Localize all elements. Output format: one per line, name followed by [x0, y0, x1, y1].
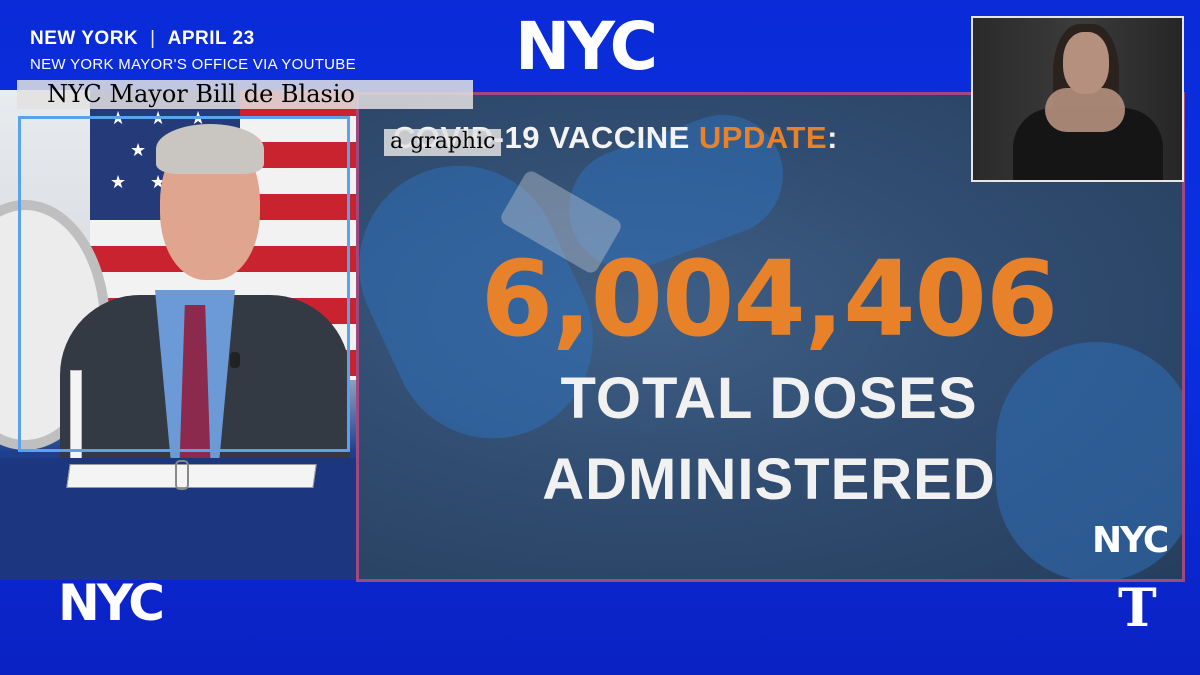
mayor-label: NYC Mayor Bill de Blasio	[17, 80, 473, 110]
mayor-bounding-box	[18, 116, 350, 452]
mayor-video-feed: ★ ★ ★ ★ ★ ★ ★	[0, 90, 358, 580]
sign-language-interpreter	[971, 16, 1184, 182]
graphic-label: a graphic	[384, 129, 502, 157]
lapel-mic	[230, 352, 240, 368]
top-caption: NEW YORK | APRIL 23 NEW YORK MAYOR'S OFF…	[30, 28, 356, 73]
graphic-title-accent: UPDATE	[698, 120, 828, 155]
nyc-logo-top: NYC	[515, 8, 658, 85]
total-doses-label: TOTAL DOSES	[560, 366, 978, 431]
caption-location: NEW YORK	[30, 28, 139, 49]
caption-separator: |	[150, 28, 156, 49]
caption-date: APRIL 23	[167, 28, 255, 49]
nyc-logo-bottom: NYC	[58, 574, 165, 632]
graphic-title-suffix: :	[827, 120, 838, 155]
caption-location-date: NEW YORK | APRIL 23	[30, 28, 356, 50]
binder	[66, 464, 317, 488]
graphic-bounding-box	[356, 92, 1185, 582]
caption-source: NEW YORK MAYOR'S OFFICE VIA YOUTUBE	[30, 56, 356, 73]
total-doses-number: 6,004,406	[480, 238, 1059, 360]
administered-label: ADMINISTERED	[542, 447, 996, 512]
binder-rings	[175, 460, 189, 490]
nyc-logo-graphic: NYC	[1092, 520, 1169, 561]
nyt-logo: T	[1118, 578, 1157, 639]
